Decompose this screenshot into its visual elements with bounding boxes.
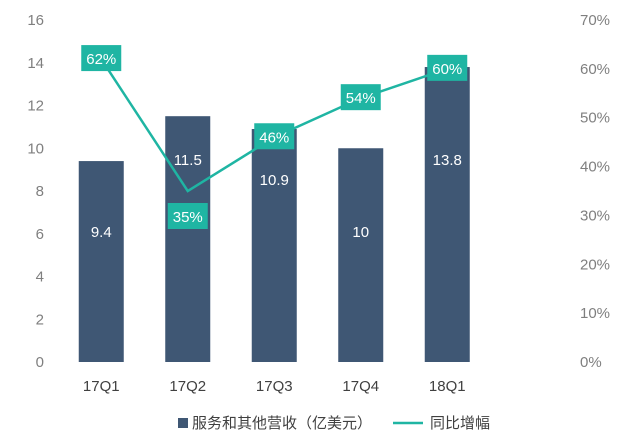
bar — [338, 148, 384, 362]
line-data-label-box — [340, 84, 381, 111]
line-series: 62% 35% 46% 54% 60% — [81, 45, 468, 229]
left-axis-tick-label: 8 — [36, 183, 44, 200]
right-axis-tick-label: 30% — [580, 207, 610, 224]
line-data-label-box — [81, 45, 122, 72]
line-data-label: 46% — [259, 129, 289, 146]
category-label: 17Q4 — [342, 378, 379, 395]
left-axis-tick-label: 0 — [36, 354, 44, 371]
bar — [165, 116, 211, 362]
right-axis-ticks: 0% 10% 20% 30% 40% 50% 60% 70% — [580, 12, 610, 371]
bar — [251, 129, 297, 362]
category-axis-labels: 17Q1 17Q2 17Q3 17Q4 18Q1 — [83, 378, 466, 395]
legend-bar-swatch — [178, 418, 188, 428]
bar — [78, 161, 124, 362]
left-axis-tick-label: 6 — [36, 226, 44, 243]
legend-line-label: 同比增幅 — [430, 414, 490, 432]
left-axis-ticks: 0 2 4 6 8 10 12 14 16 — [27, 12, 44, 371]
category-label: 17Q3 — [256, 378, 293, 395]
legend-bar-label: 服务和其他营收（亿美元） — [192, 414, 372, 432]
left-axis-tick-label: 4 — [36, 269, 44, 286]
bar-series: 9.4 11.5 10.9 10 13.8 — [78, 67, 470, 363]
bar-data-label: 13.8 — [433, 152, 462, 169]
legend: 服务和其他营收（亿美元） 同比增幅 — [178, 414, 490, 432]
line-data-label: 60% — [432, 61, 462, 78]
category-label: 17Q1 — [83, 378, 120, 395]
right-axis-tick-label: 0% — [580, 354, 602, 371]
right-axis-tick-label: 20% — [580, 256, 610, 273]
line-data-label-box — [254, 123, 295, 150]
bar-data-label: 10.9 — [260, 172, 289, 189]
line-data-label: 35% — [173, 209, 203, 226]
bar-data-label: 9.4 — [91, 224, 112, 241]
line-data-label-box — [167, 203, 208, 229]
right-axis-tick-label: 70% — [580, 12, 610, 29]
right-axis-tick-label: 50% — [580, 110, 610, 127]
line-data-label: 54% — [346, 90, 376, 107]
bar — [424, 67, 470, 363]
left-axis-tick-label: 14 — [27, 55, 44, 72]
right-axis-tick-label: 10% — [580, 305, 610, 322]
category-label: 17Q2 — [169, 378, 206, 395]
left-axis-tick-label: 16 — [27, 12, 44, 29]
left-axis-tick-label: 12 — [27, 98, 44, 115]
line-data-label-box — [427, 54, 468, 81]
bar-data-label: 11.5 — [174, 152, 202, 169]
category-label: 18Q1 — [429, 378, 466, 395]
line-data-label: 62% — [86, 51, 116, 68]
right-axis-tick-label: 40% — [580, 159, 610, 176]
bar-data-label: 10 — [352, 224, 369, 241]
left-axis-tick-label: 2 — [36, 311, 44, 328]
left-axis-tick-label: 10 — [27, 140, 44, 157]
right-axis-tick-label: 60% — [580, 61, 610, 78]
